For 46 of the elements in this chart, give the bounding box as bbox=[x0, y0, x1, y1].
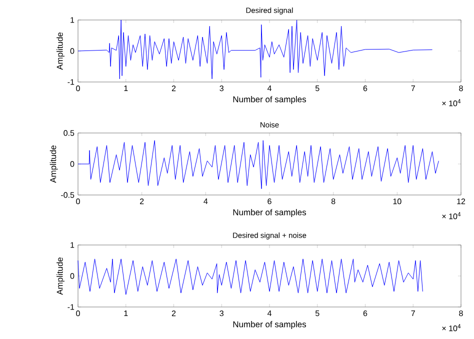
x-tick-label: 5 bbox=[315, 310, 320, 316]
x-tick-label: 5 bbox=[315, 86, 320, 92]
line-series bbox=[78, 140, 439, 190]
x-tick-label: 7 bbox=[411, 86, 415, 92]
x-tick-label: 2 bbox=[140, 198, 144, 204]
x-axis-title: Number of samples bbox=[233, 321, 306, 329]
y-axis-title: Amplitude bbox=[56, 257, 64, 295]
x-tick-label: 3 bbox=[220, 86, 224, 92]
x-tick-label: 1 bbox=[124, 310, 128, 316]
x-tick-label: 2 bbox=[172, 310, 176, 316]
y-tick-label: 0 bbox=[70, 161, 74, 167]
y-axis-title: Amplitude bbox=[56, 32, 64, 70]
text: × 10$^{4}$ bbox=[442, 212, 461, 220]
line-series bbox=[78, 20, 433, 80]
y-tick-label: -0.5 bbox=[61, 192, 74, 198]
x-tick-label: 7 bbox=[411, 310, 415, 316]
x-tick-label: 8 bbox=[459, 86, 463, 92]
x-axis-title: Number of samples bbox=[233, 96, 306, 104]
x-tick-label: 0 bbox=[76, 86, 80, 92]
x-tick-label: 4 bbox=[204, 198, 208, 204]
y-tick-label: 0 bbox=[70, 273, 74, 279]
y-tick-label: 1 bbox=[70, 242, 74, 248]
y-tick-label: 1 bbox=[70, 17, 74, 23]
y-tick-label: 0.5 bbox=[64, 130, 74, 136]
y-tick-label: -1 bbox=[68, 304, 74, 310]
x-tick-label: 8 bbox=[331, 198, 336, 204]
y-tick-label: -1 bbox=[68, 79, 74, 85]
x-tick-label: 2 bbox=[172, 86, 176, 92]
x-tick-label: 10 bbox=[393, 198, 402, 204]
x-tick-label: 8 bbox=[459, 310, 463, 316]
x-tick-label: 4 bbox=[267, 86, 272, 92]
x-tick-label: 0 bbox=[76, 198, 80, 204]
y-tick-label: 0 bbox=[70, 48, 74, 54]
x-axis-title: Number of samples bbox=[233, 209, 306, 217]
x-tick-label: 12 bbox=[457, 198, 466, 204]
text: × 10$^{4}$ bbox=[442, 324, 461, 332]
x-tick-label: 4 bbox=[267, 310, 272, 316]
y-axis-title: Amplitude bbox=[50, 145, 58, 183]
x-tick-label: 6 bbox=[268, 198, 272, 204]
x-tick-label: 1 bbox=[124, 86, 128, 92]
x-tick-label: 3 bbox=[220, 310, 224, 316]
line-series bbox=[78, 258, 423, 295]
x-tick-label: 6 bbox=[363, 310, 368, 316]
x-tick-label: 0 bbox=[76, 310, 80, 316]
x-tick-label: 6 bbox=[363, 86, 368, 92]
text: × 10$^{4}$ bbox=[442, 99, 461, 106]
